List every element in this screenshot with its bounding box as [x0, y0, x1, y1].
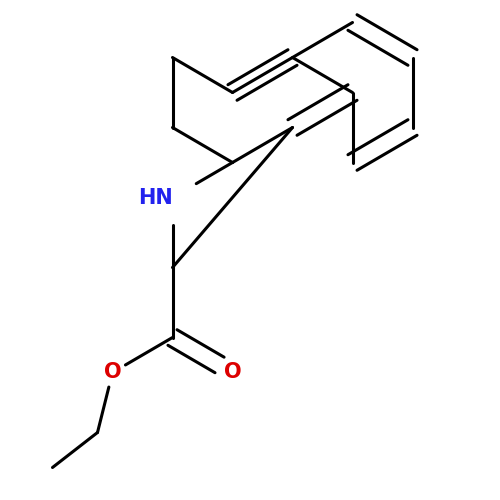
Text: HN: HN: [138, 188, 172, 208]
Text: O: O: [224, 362, 242, 382]
Text: O: O: [104, 362, 122, 382]
